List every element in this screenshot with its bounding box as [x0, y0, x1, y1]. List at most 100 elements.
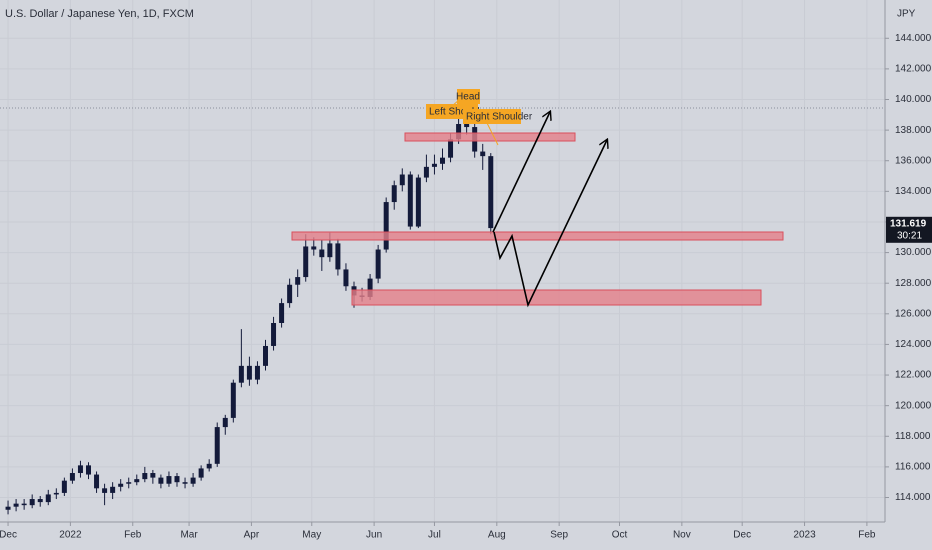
- x-tick-label: Nov: [673, 530, 691, 541]
- y-tick-label: 140.000: [895, 94, 932, 105]
- candle-body: [190, 477, 196, 484]
- candle-body: [327, 243, 333, 258]
- candle-body: [94, 474, 100, 489]
- candle-body: [488, 156, 494, 229]
- countdown-label: 30:21: [897, 230, 922, 241]
- y-tick-label: 128.000: [895, 278, 932, 289]
- candle-body: [335, 243, 341, 270]
- candle-body: [158, 477, 164, 484]
- price-tag: [886, 216, 932, 243]
- candle-body: [13, 503, 19, 507]
- candle-body: [423, 166, 429, 178]
- candle-body: [287, 284, 293, 304]
- candle-body: [230, 382, 236, 418]
- candle-body: [214, 427, 220, 464]
- x-tick-label: Aug: [488, 530, 506, 541]
- candle-body: [174, 476, 180, 483]
- annotation: Left Shoulder: [429, 107, 489, 118]
- candle-body: [448, 139, 454, 158]
- candle-body: [37, 499, 43, 503]
- candle-body: [77, 465, 83, 474]
- candle-body: [61, 480, 67, 493]
- x-tick-label: Feb: [858, 530, 876, 541]
- candle-body: [29, 499, 35, 506]
- candle-body: [399, 174, 405, 186]
- candle-body: [182, 482, 188, 484]
- candle-body: [415, 177, 421, 227]
- candle-body: [319, 249, 325, 258]
- candle-body: [480, 151, 486, 157]
- y-tick-label: 118.000: [895, 431, 931, 442]
- y-tick-label: 134.000: [895, 186, 932, 197]
- candle-body: [295, 277, 301, 285]
- candle-body: [206, 463, 212, 469]
- y-tick-label: 124.000: [895, 339, 932, 350]
- price-tag-label: 131.619: [890, 218, 927, 229]
- y-tick-label: 116.000: [895, 462, 931, 473]
- x-tick-label: Apr: [244, 530, 260, 541]
- candle-body: [126, 482, 132, 484]
- candle-body: [69, 473, 75, 481]
- annotation: Head: [456, 92, 480, 103]
- candle-body: [375, 249, 381, 279]
- candle-body: [53, 492, 59, 495]
- candle-body: [134, 479, 140, 483]
- x-tick-label: Sep: [550, 530, 568, 541]
- candle-body: [303, 246, 309, 278]
- candle-body: [222, 417, 228, 428]
- x-tick-label: Feb: [124, 530, 142, 541]
- x-tick-label: 2023: [793, 530, 816, 541]
- candle-body: [383, 202, 389, 250]
- candle-body: [263, 345, 268, 366]
- grid: [0, 0, 885, 522]
- candle-body: [464, 123, 470, 128]
- candle-body: [279, 303, 285, 323]
- axes: 114.000 116.000 118.000 120.000 122.000 124.0…: [0, 33, 932, 541]
- annotation: Right Shoulder: [466, 112, 533, 123]
- y-axis-label: JPY: [897, 9, 916, 20]
- candle-body: [110, 486, 116, 493]
- y-tick-label: 142.000: [895, 64, 932, 75]
- y-tick-label: 120.000: [895, 400, 932, 411]
- annotation-box: [463, 109, 521, 124]
- x-tick-label: Jul: [428, 530, 441, 541]
- y-tick-label: 130.000: [895, 247, 932, 258]
- candle-body: [118, 483, 124, 487]
- candle-body: [21, 503, 27, 506]
- candle-body: [238, 365, 244, 383]
- support-zone: [351, 289, 762, 306]
- resistance-zone: [404, 132, 576, 142]
- candle-body: [391, 185, 397, 203]
- candle-body: [311, 246, 317, 250]
- annotation-box: [457, 89, 480, 104]
- y-tick-label: 138.000: [895, 125, 932, 136]
- chart-title: U.S. Dollar / Japanese Yen, 1D, FXCM: [5, 8, 194, 20]
- x-tick-label: May: [302, 530, 321, 541]
- candle-body: [271, 322, 277, 346]
- y-tick-label: 122.000: [895, 370, 932, 381]
- candle-body: [407, 174, 413, 227]
- y-tick-label: 136.000: [895, 155, 932, 166]
- x-tick-label: Mar: [180, 530, 198, 541]
- y-tick-label: 144.000: [895, 33, 932, 44]
- candle-body: [246, 365, 252, 380]
- y-tick-label: 126.000: [895, 308, 932, 319]
- y-tick-label: 114.000: [895, 492, 931, 503]
- candle-body: [166, 476, 172, 484]
- x-tick-label: Jun: [366, 530, 382, 541]
- candle-body: [150, 473, 156, 478]
- candle-body: [343, 269, 349, 287]
- arrow: [493, 140, 607, 308]
- x-tick-label: Dec: [733, 530, 751, 541]
- arrow: [492, 112, 550, 233]
- x-tick-label: 2022: [59, 530, 82, 541]
- candle-body: [86, 465, 91, 475]
- candle-body: [45, 494, 51, 503]
- candle-body: [440, 157, 445, 164]
- x-tick-label: Oct: [612, 530, 628, 541]
- candle-body: [254, 365, 260, 380]
- candle-body: [367, 278, 373, 297]
- candle-body: [102, 488, 108, 493]
